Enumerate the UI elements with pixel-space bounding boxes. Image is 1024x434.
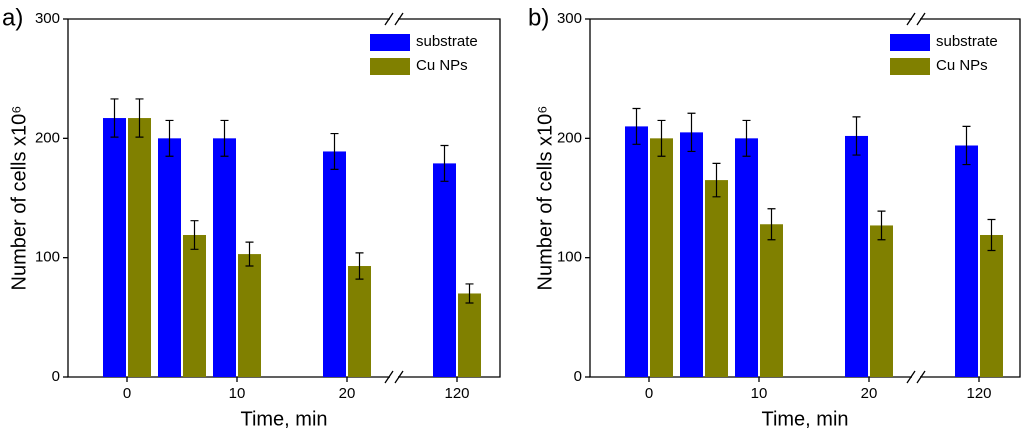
axis-break: [906, 12, 926, 26]
bar: [845, 135, 868, 377]
y-tick-label: 200: [35, 129, 60, 146]
bar: [238, 254, 261, 377]
y-tick-label: 300: [557, 10, 582, 27]
bar: [980, 234, 1003, 377]
error-bar: [440, 144, 449, 182]
error-bar: [245, 241, 254, 267]
legend-label: substrate: [416, 33, 478, 50]
x-tick-label: 0: [123, 385, 131, 402]
panel-label: a): [2, 4, 23, 31]
legend-label: Cu NPs: [416, 57, 468, 74]
x-tick-label: 0: [645, 385, 653, 402]
error-bar: [877, 210, 886, 241]
bar: [183, 234, 206, 377]
bar: [433, 163, 456, 377]
bar: [705, 180, 728, 377]
legend-swatch: [890, 34, 930, 51]
error-bar: [657, 119, 666, 157]
panel: a) 0 100 200 300 0 10 20 120 Time, min Number of c…: [2, 4, 501, 430]
error-bar: [220, 119, 229, 157]
error-bar: [632, 107, 641, 145]
y-tick-label: 300: [35, 10, 60, 27]
panel-label: b): [528, 4, 549, 31]
y-tick-label: 100: [35, 249, 60, 266]
x-tick-label: 10: [751, 385, 768, 402]
error-bar: [465, 283, 474, 304]
error-bar: [767, 208, 776, 241]
y-tick-label: 0: [52, 368, 60, 385]
bar: [760, 224, 783, 377]
y-tick-label: 200: [557, 129, 582, 146]
x-tick-label: 120: [966, 385, 991, 402]
bar: [680, 132, 703, 377]
error-bar: [135, 98, 144, 138]
legend-swatch: [890, 58, 930, 75]
error-bar: [110, 98, 119, 138]
x-tick-label: 10: [229, 385, 246, 402]
error-bar: [330, 132, 339, 170]
error-bar: [190, 220, 199, 250]
error-bar: [687, 112, 696, 153]
x-axis-label: Time, min: [240, 408, 327, 430]
error-bar: [962, 125, 971, 166]
error-bar: [987, 218, 996, 252]
bar: [158, 138, 181, 377]
error-bar: [712, 162, 721, 198]
bar: [348, 266, 371, 377]
x-tick-label: 20: [339, 385, 356, 402]
bar: [128, 118, 151, 378]
x-axis-label: Time, min: [761, 408, 848, 430]
y-tick-label: 0: [574, 368, 582, 385]
panel: b) 0 100 200 300 0 10 20 120 Time, min Number of c…: [528, 4, 1021, 430]
bar: [458, 293, 481, 377]
y-axis-label: Number of cells x10⁶: [534, 106, 556, 291]
bar: [955, 145, 978, 377]
bar: [870, 225, 893, 377]
y-tick-label: 100: [557, 249, 582, 266]
error-bar: [165, 119, 174, 157]
y-axis-label: Number of cells x10⁶: [8, 106, 30, 291]
legend-swatch: [370, 58, 410, 75]
bar: [213, 138, 236, 377]
bar: [625, 126, 648, 378]
axis-break: [384, 370, 404, 384]
axis-break: [906, 370, 926, 384]
axis-break: [384, 12, 404, 26]
error-bar: [355, 252, 364, 280]
legend-label: substrate: [936, 33, 998, 50]
x-tick-label: 20: [861, 385, 878, 402]
bar: [323, 151, 346, 377]
error-bar: [852, 116, 861, 156]
legend-label: Cu NPs: [936, 57, 988, 74]
bar: [650, 138, 673, 377]
bar: [735, 138, 758, 377]
error-bar: [742, 119, 751, 157]
bar: [103, 118, 126, 378]
x-tick-label: 120: [444, 385, 469, 402]
legend-swatch: [370, 34, 410, 51]
